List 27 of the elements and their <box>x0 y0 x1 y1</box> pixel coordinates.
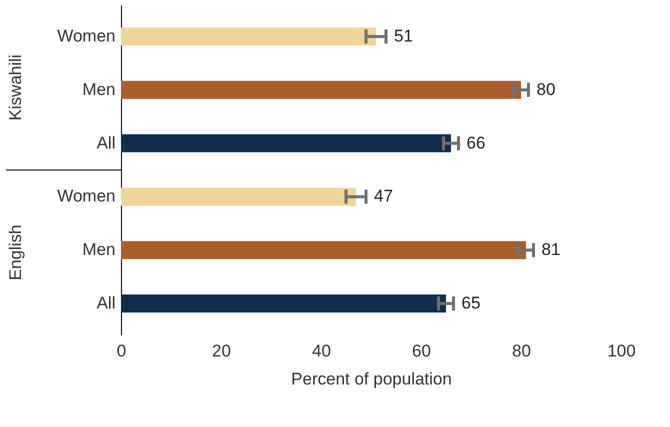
text: Kiswahili <box>6 54 25 121</box>
data-label: 47 <box>374 186 393 206</box>
text: English <box>6 224 25 280</box>
x-tick-label: 20 <box>212 342 231 360</box>
x-tick-label: 40 <box>312 342 331 360</box>
y-tick-label: Men <box>82 80 116 99</box>
x-axis-title: Percent of population <box>291 370 452 388</box>
y-tick-label: Women <box>57 186 116 206</box>
data-label: 65 <box>462 293 480 312</box>
y-tick-label: Men <box>82 240 116 260</box>
data-label: 81 <box>542 240 560 260</box>
bar <box>121 241 526 260</box>
y-tick-label: All <box>96 293 116 312</box>
x-tick-label: 0 <box>116 342 126 360</box>
data-label: 51 <box>394 26 413 46</box>
bar <box>121 294 446 312</box>
y-tick-label: Women <box>57 26 116 46</box>
y-tick-label: All <box>96 133 116 152</box>
data-label: 80 <box>536 80 556 99</box>
x-tick-label: 80 <box>512 342 531 360</box>
bar <box>121 188 356 206</box>
data-label: 66 <box>466 133 486 152</box>
x-tick-label: 60 <box>412 342 431 360</box>
bar <box>121 134 451 152</box>
bar <box>121 80 521 99</box>
bar <box>121 28 376 46</box>
x-tick-label: 100 <box>607 342 636 360</box>
